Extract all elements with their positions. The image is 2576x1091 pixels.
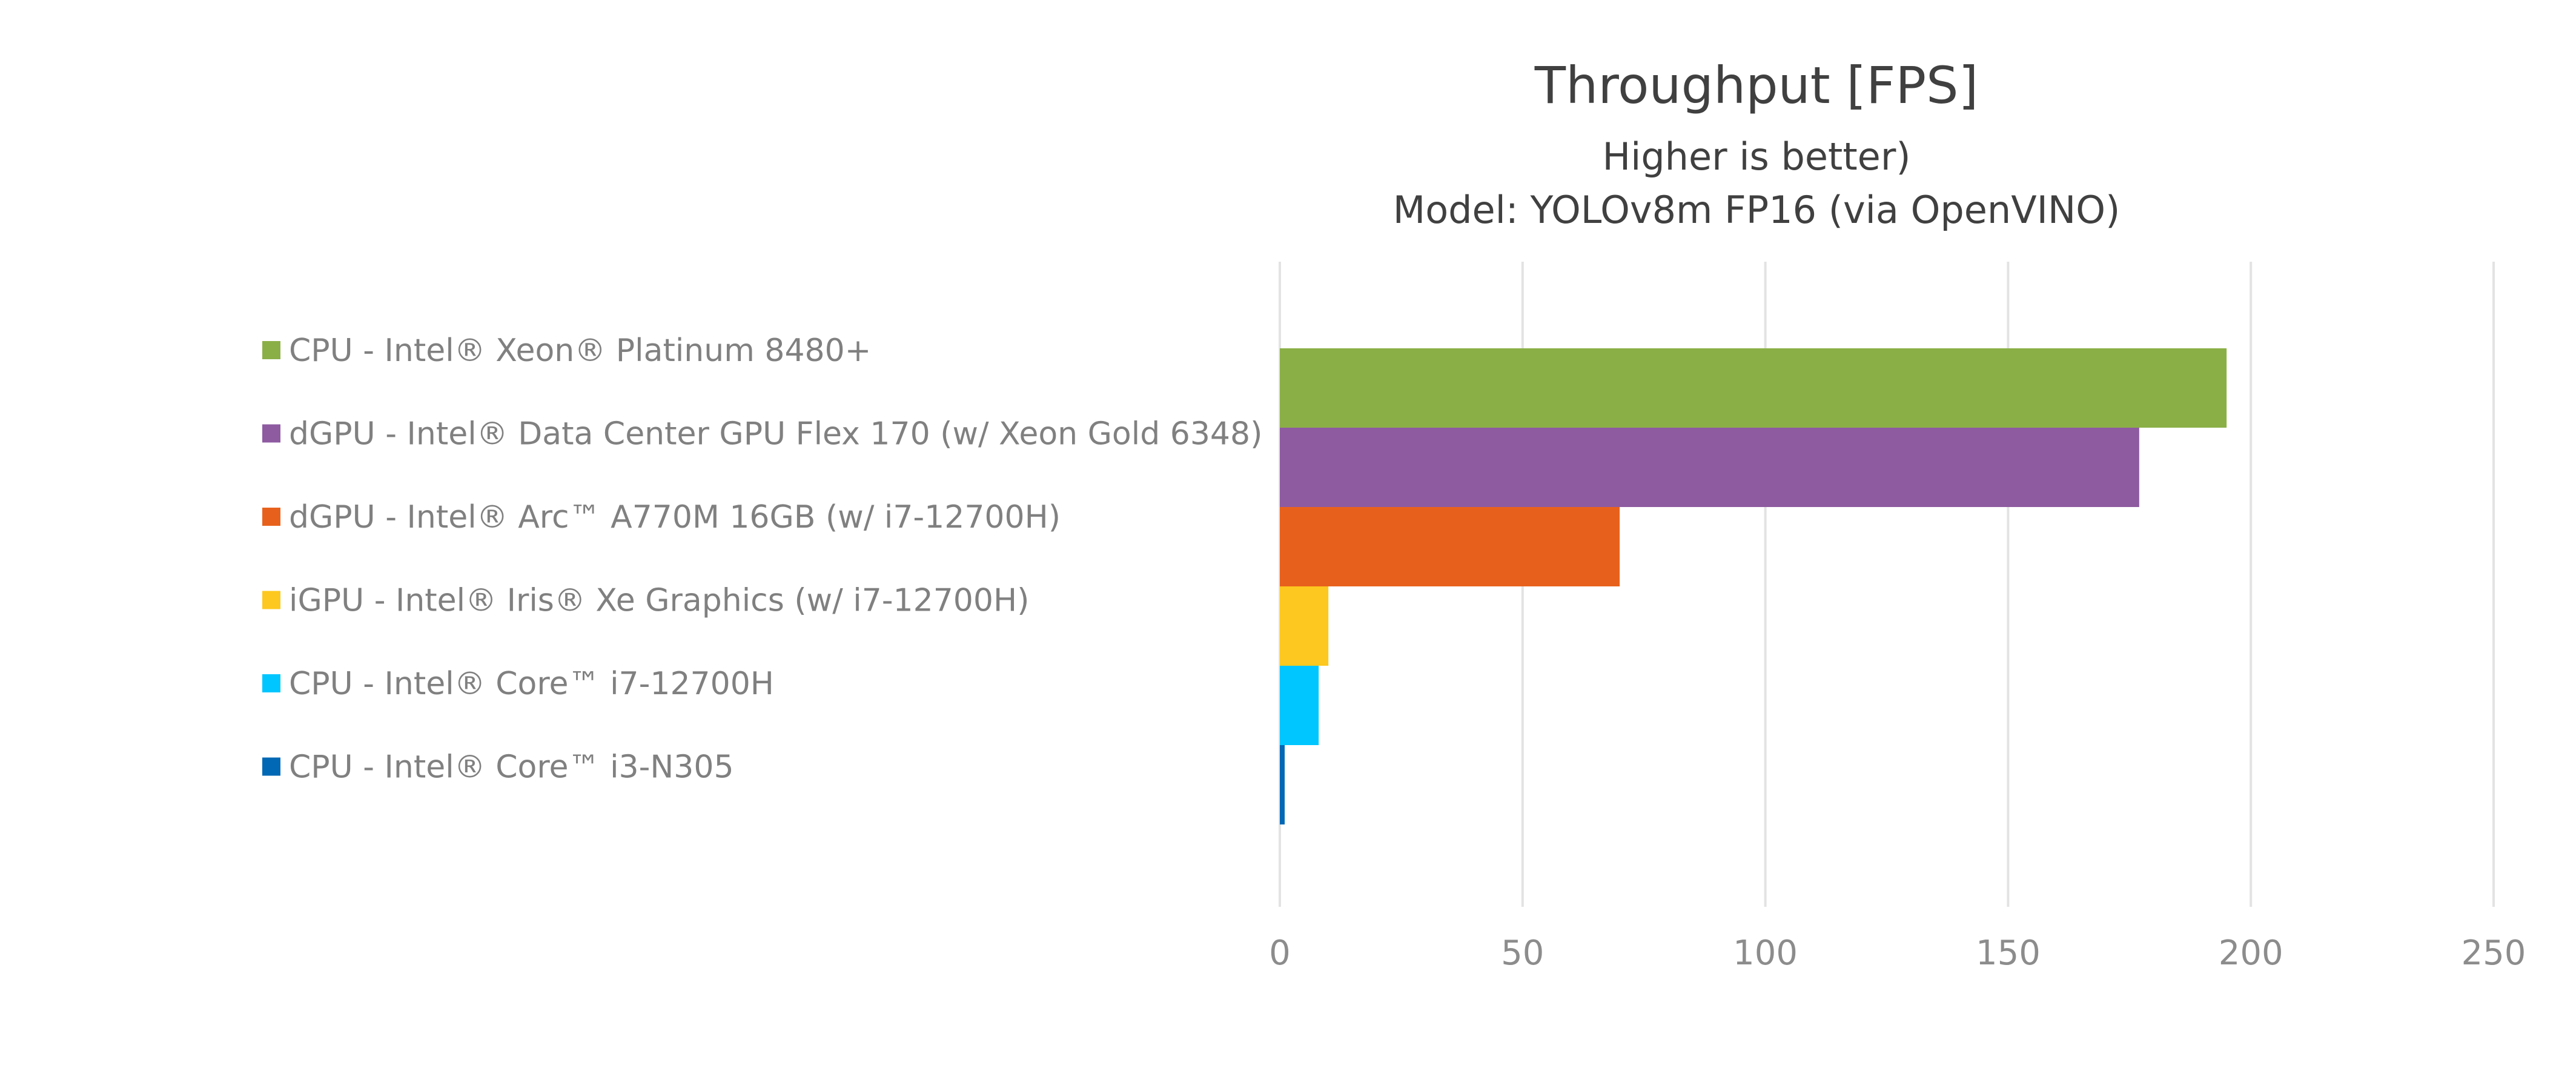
legend-swatch <box>262 341 280 359</box>
legend-swatch <box>262 674 280 692</box>
x-tick-label: 200 <box>2219 933 2283 973</box>
legend: CPU - Intel® Xeon® Platinum 8480+ dGPU - … <box>262 333 1262 786</box>
x-tick-label: 0 <box>1269 933 1291 973</box>
x-axis-tick-labels: 0 50 100 150 200 250 <box>1269 933 2526 973</box>
chart-subtitle-line-2: Model: YOLOv8m FP16 (via OpenVINO) <box>1393 188 2121 232</box>
bar-6 <box>1280 745 1285 824</box>
x-tick-label: 100 <box>1733 933 1798 973</box>
x-tick-label: 50 <box>1501 933 1544 973</box>
legend-swatch <box>262 757 280 776</box>
legend-swatch <box>262 508 280 526</box>
legend-label: CPU - Intel® Core™ i7-12700H <box>289 666 774 702</box>
legend-label: CPU - Intel® Xeon® Platinum 8480+ <box>289 333 871 369</box>
legend-label: dGPU - Intel® Data Center GPU Flex 170 (… <box>289 416 1262 453</box>
legend-label: dGPU - Intel® Arc™ A770M 16GB (w/ i7-127… <box>289 499 1061 536</box>
x-tick-label: 250 <box>2462 933 2526 973</box>
bars <box>1280 348 2227 824</box>
legend-label: iGPU - Intel® Iris® Xe Graphics (w/ i7-1… <box>289 583 1029 619</box>
bar-5 <box>1280 666 1319 745</box>
legend-label: CPU - Intel® Core™ i3-N305 <box>289 749 734 786</box>
bar-3 <box>1280 507 1620 586</box>
bar-2 <box>1280 428 2139 507</box>
chart-title: Throughput [FPS] <box>1534 56 1978 115</box>
x-tick-label: 150 <box>1976 933 2041 973</box>
chart-subtitle-line-1: Higher is better) <box>1602 134 1910 179</box>
bar-4 <box>1280 586 1329 666</box>
legend-swatch <box>262 424 280 443</box>
legend-swatch <box>262 591 280 609</box>
bar-1 <box>1280 348 2227 428</box>
